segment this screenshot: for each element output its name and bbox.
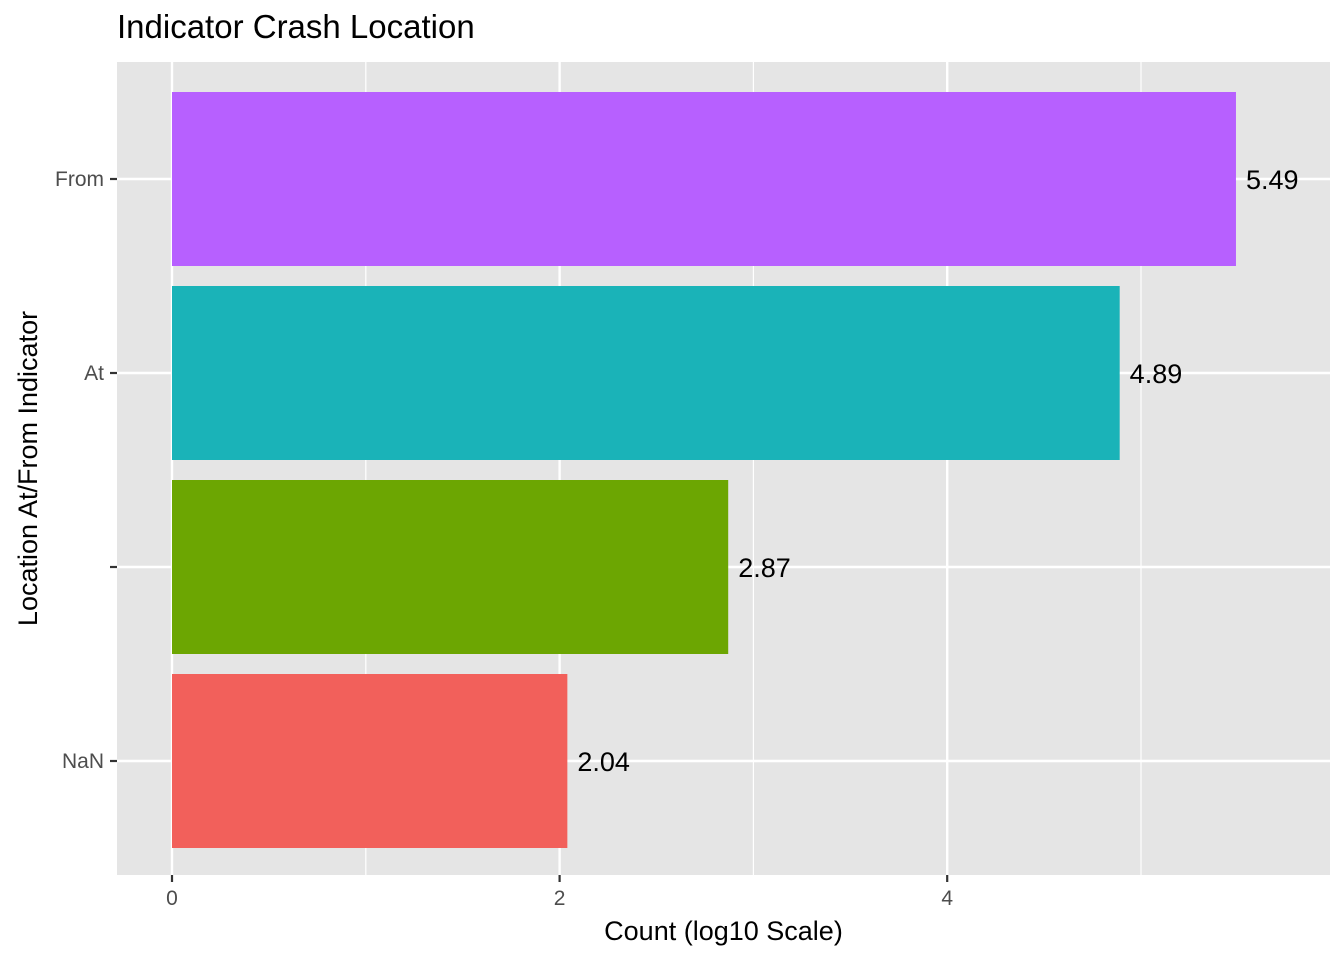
x-tick-label: 0 <box>166 887 178 910</box>
bar <box>172 92 1236 266</box>
y-tick-label: NaN <box>62 750 104 773</box>
y-axis-title: Location At/From Indicator <box>13 311 43 626</box>
y-tick-label: From <box>55 168 104 191</box>
bar-value-label: 5.49 <box>1246 165 1299 195</box>
x-tick-label: 4 <box>941 887 953 910</box>
bar-value-label: 2.87 <box>738 553 791 583</box>
x-axis-title: Count (log10 Scale) <box>604 916 843 946</box>
bar <box>172 286 1120 460</box>
bar <box>172 480 729 654</box>
bar <box>172 674 568 848</box>
bar-value-label: 2.04 <box>577 747 630 777</box>
x-tick-label: 2 <box>554 887 566 910</box>
y-tick-label: At <box>84 362 104 385</box>
bar-value-label: 4.89 <box>1130 359 1183 389</box>
chart-title: Indicator Crash Location <box>117 8 475 45</box>
